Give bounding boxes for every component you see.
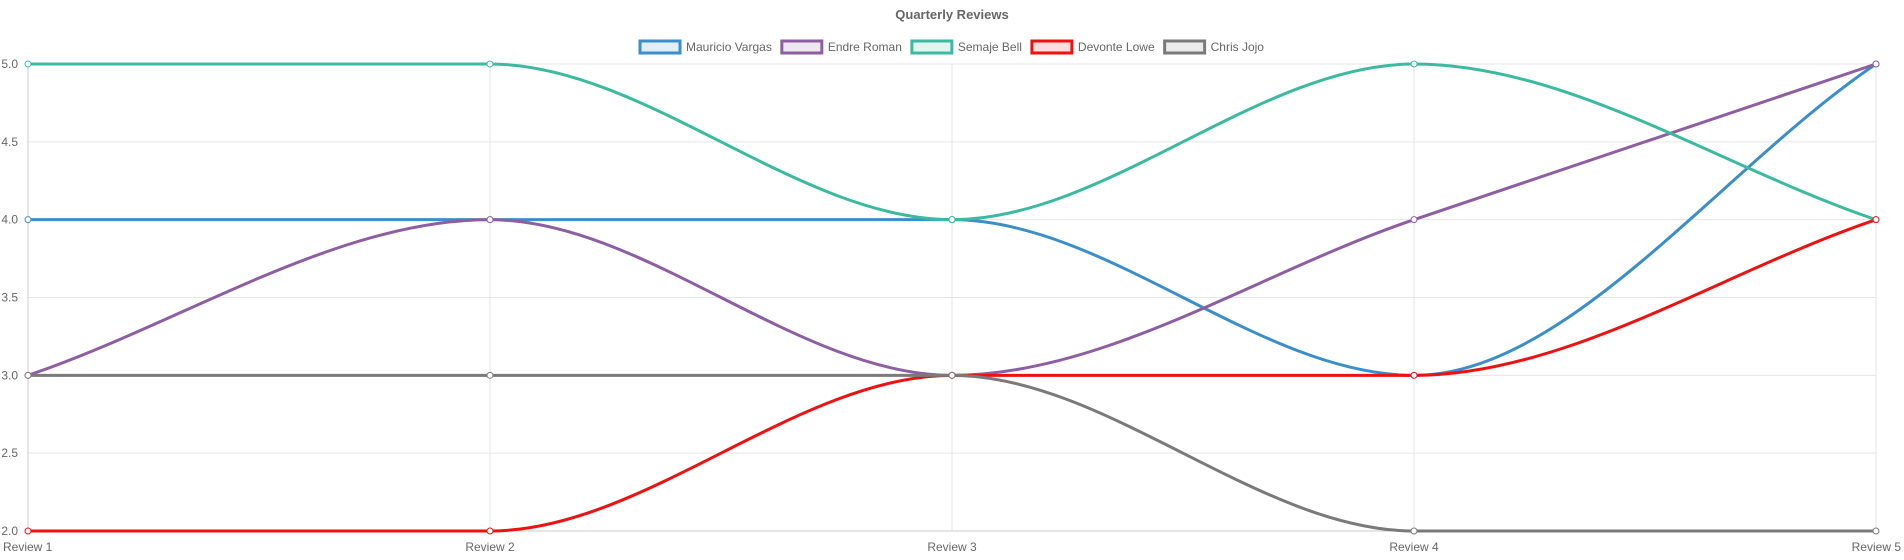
data-point bbox=[1410, 371, 1418, 379]
series-line-1 bbox=[28, 62, 1877, 377]
chart-title: Quarterly Reviews bbox=[895, 7, 1008, 22]
data-point bbox=[486, 216, 494, 224]
data-points bbox=[24, 60, 1880, 535]
data-point bbox=[1872, 216, 1880, 224]
legend-item-2[interactable]: Endre Roman bbox=[780, 39, 902, 55]
legend-item-1[interactable]: Mauricio Vargas bbox=[638, 39, 772, 55]
x-tick-label: Review 5 bbox=[1852, 540, 1902, 554]
y-tick-label: 4.0 bbox=[1, 213, 18, 227]
legend-swatch bbox=[1163, 39, 1207, 55]
data-point bbox=[486, 527, 494, 535]
legend-item-4[interactable]: Devonte Lowe bbox=[1030, 39, 1155, 55]
legend-label: Semaje Bell bbox=[958, 40, 1022, 54]
legend-swatch bbox=[910, 39, 954, 55]
legend-swatch bbox=[1030, 39, 1074, 55]
legend-label: Mauricio Vargas bbox=[686, 40, 772, 54]
data-point bbox=[1410, 216, 1418, 224]
axes: 2.0 2.5 3.0 3.5 4.0 4.5 5.0 Review 1 Review 2 Rev… bbox=[1, 57, 1901, 554]
legend-label: Endre Roman bbox=[828, 40, 902, 54]
y-tick-label: 3.0 bbox=[1, 368, 18, 382]
legend-label: Chris Jojo bbox=[1211, 40, 1265, 54]
legend-label: Devonte Lowe bbox=[1078, 40, 1155, 54]
x-tick-label: Review 3 bbox=[927, 540, 977, 554]
y-tick-label: 3.5 bbox=[1, 291, 18, 305]
data-point bbox=[948, 371, 956, 379]
data-point bbox=[1410, 60, 1418, 68]
data-point bbox=[24, 527, 32, 535]
legend-item-3[interactable]: Semaje Bell bbox=[910, 39, 1022, 55]
data-point bbox=[486, 371, 494, 379]
x-tick-label: Review 2 bbox=[465, 540, 515, 554]
data-point bbox=[1872, 60, 1880, 68]
data-point bbox=[24, 216, 32, 224]
y-tick-label: 2.0 bbox=[1, 524, 18, 538]
data-point bbox=[1410, 527, 1418, 535]
y-tick-label: 5.0 bbox=[1, 57, 18, 71]
data-point bbox=[486, 60, 494, 68]
data-point bbox=[1872, 527, 1880, 535]
grid bbox=[27, 63, 1877, 532]
y-tick-label: 2.5 bbox=[1, 446, 18, 460]
data-point bbox=[24, 60, 32, 68]
x-tick-label: Review 4 bbox=[1389, 540, 1439, 554]
legend[interactable]: Mauricio Vargas Endre Roman Semaje Bell Dev… bbox=[638, 39, 1265, 55]
legend-item-5[interactable]: Chris Jojo bbox=[1163, 39, 1265, 55]
y-tick-label: 4.5 bbox=[1, 135, 18, 149]
data-point bbox=[24, 371, 32, 379]
data-point bbox=[948, 216, 956, 224]
legend-swatch bbox=[780, 39, 824, 55]
x-tick-label: Review 1 bbox=[3, 540, 53, 554]
legend-swatch bbox=[638, 39, 682, 55]
